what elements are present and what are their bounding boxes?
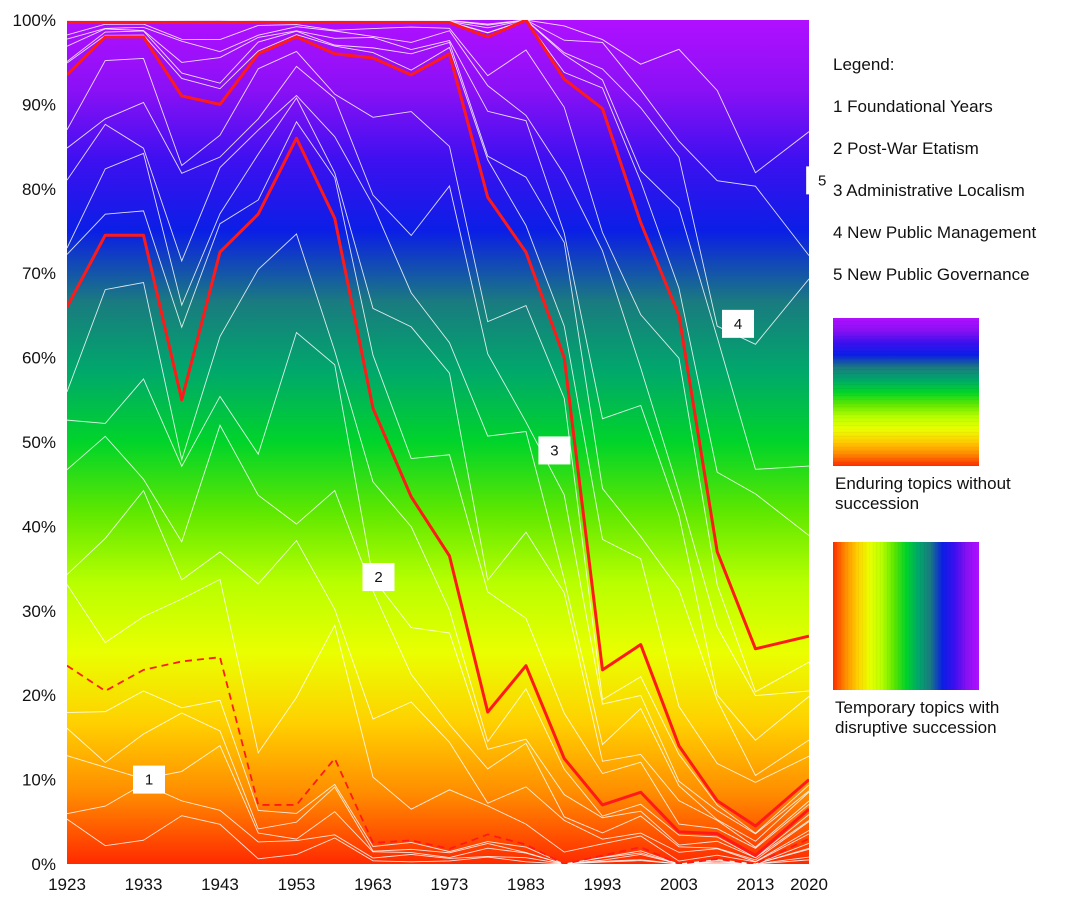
- topic-divider-line: [67, 20, 809, 174]
- y-tick-label: 60%: [22, 349, 56, 368]
- era-label-box: [133, 765, 165, 794]
- era-label-number: 2: [374, 569, 382, 586]
- topic-divider-line: [67, 233, 809, 859]
- x-axis: 1923 1933 1943 1953 1963 1973 1983 1993 2003 2013…: [48, 875, 828, 894]
- legend-item-2: 2 Post-War Etatism: [833, 139, 979, 158]
- x-tick-label: 1973: [431, 875, 469, 894]
- x-tick-label: 1963: [354, 875, 392, 894]
- plot-area: [67, 20, 809, 864]
- y-tick-label: 70%: [22, 264, 56, 283]
- topic-divider-line: [67, 97, 809, 848]
- legend-item-4: 4 New Public Management: [833, 223, 1037, 242]
- era-label-box: [538, 436, 571, 465]
- era-boundary-line: [67, 136, 809, 858]
- legend-item-3: 3 Administrative Localism: [833, 181, 1025, 200]
- legend-title: Legend:: [833, 55, 895, 74]
- topic-divider-line: [67, 26, 809, 697]
- era-labels: 1 2 3 4 5: [133, 166, 839, 794]
- topic-divider-line: [67, 424, 809, 861]
- era-label-box: [362, 563, 395, 592]
- topic-divider-line: [67, 30, 809, 777]
- y-tick-label: 20%: [22, 686, 56, 705]
- y-tick-label: 50%: [22, 433, 56, 452]
- era-label-number: 4: [734, 316, 742, 333]
- temporary-topics-caption: Temporary topics with disruptive success…: [835, 698, 1000, 737]
- topic-divider-line: [67, 23, 809, 693]
- y-tick-label: 90%: [22, 95, 56, 114]
- legend-item-5: 5 New Public Governance: [833, 265, 1030, 284]
- y-tick-label: 80%: [22, 180, 56, 199]
- era-boundary-line: [67, 35, 809, 828]
- x-tick-label: 1923: [48, 875, 86, 894]
- topic-divider-line: [67, 690, 809, 864]
- legend-item-1: 1 Foundational Years: [833, 97, 993, 116]
- topic-divider-line: [67, 331, 809, 859]
- era-boundary-line: [67, 656, 809, 864]
- topic-divider-line: [67, 34, 809, 783]
- era-label-number: 1: [145, 772, 153, 789]
- y-tick-label: 100%: [13, 11, 56, 30]
- era-label-box: [722, 309, 755, 338]
- y-tick-label: 40%: [22, 517, 56, 536]
- x-tick-label: 2003: [660, 875, 698, 894]
- era-label-box: [806, 166, 839, 195]
- stacked-area-fill: [67, 20, 809, 864]
- topic-divider-line: [67, 578, 809, 863]
- enduring-topics-colorbar: [833, 318, 979, 466]
- topic-divider-line: [67, 94, 809, 842]
- era-boundary-line: [67, 20, 809, 651]
- y-tick-label: 30%: [22, 602, 56, 621]
- x-tick-label: 1983: [507, 875, 545, 894]
- era-label-3: 3: [538, 436, 571, 465]
- era-label-1: 1: [133, 765, 165, 794]
- x-tick-label: 1953: [278, 875, 316, 894]
- x-tick-label: 1933: [125, 875, 163, 894]
- era-label-5: 5: [806, 166, 839, 195]
- era-label-4: 4: [722, 309, 755, 338]
- topic-divider-line: [67, 28, 809, 741]
- topic-divider-line: [67, 489, 809, 863]
- x-tick-label: 1993: [584, 875, 622, 894]
- topic-divider-line: [67, 783, 809, 864]
- topic-divider-line: [67, 120, 809, 849]
- era-label-2: 2: [362, 563, 395, 592]
- era-label-number: 5: [818, 172, 826, 189]
- x-tick-label: 2013: [737, 875, 775, 894]
- y-tick-label: 0%: [31, 855, 56, 874]
- enduring-topics-caption: Enduring topics without succession: [835, 474, 1011, 513]
- era-boundaries: [67, 20, 809, 864]
- y-axis: 0% 10% 20% 30% 40% 50% 60% 70% 80% 90% 100%: [13, 11, 56, 874]
- topic-divider-line: [67, 65, 809, 835]
- x-tick-label: 2020: [790, 875, 828, 894]
- y-tick-label: 10%: [22, 771, 56, 790]
- era-label-number: 3: [550, 442, 558, 459]
- temporary-topics-colorbar: [833, 542, 979, 690]
- topic-divider-line: [67, 50, 809, 834]
- x-tick-label: 1943: [201, 875, 239, 894]
